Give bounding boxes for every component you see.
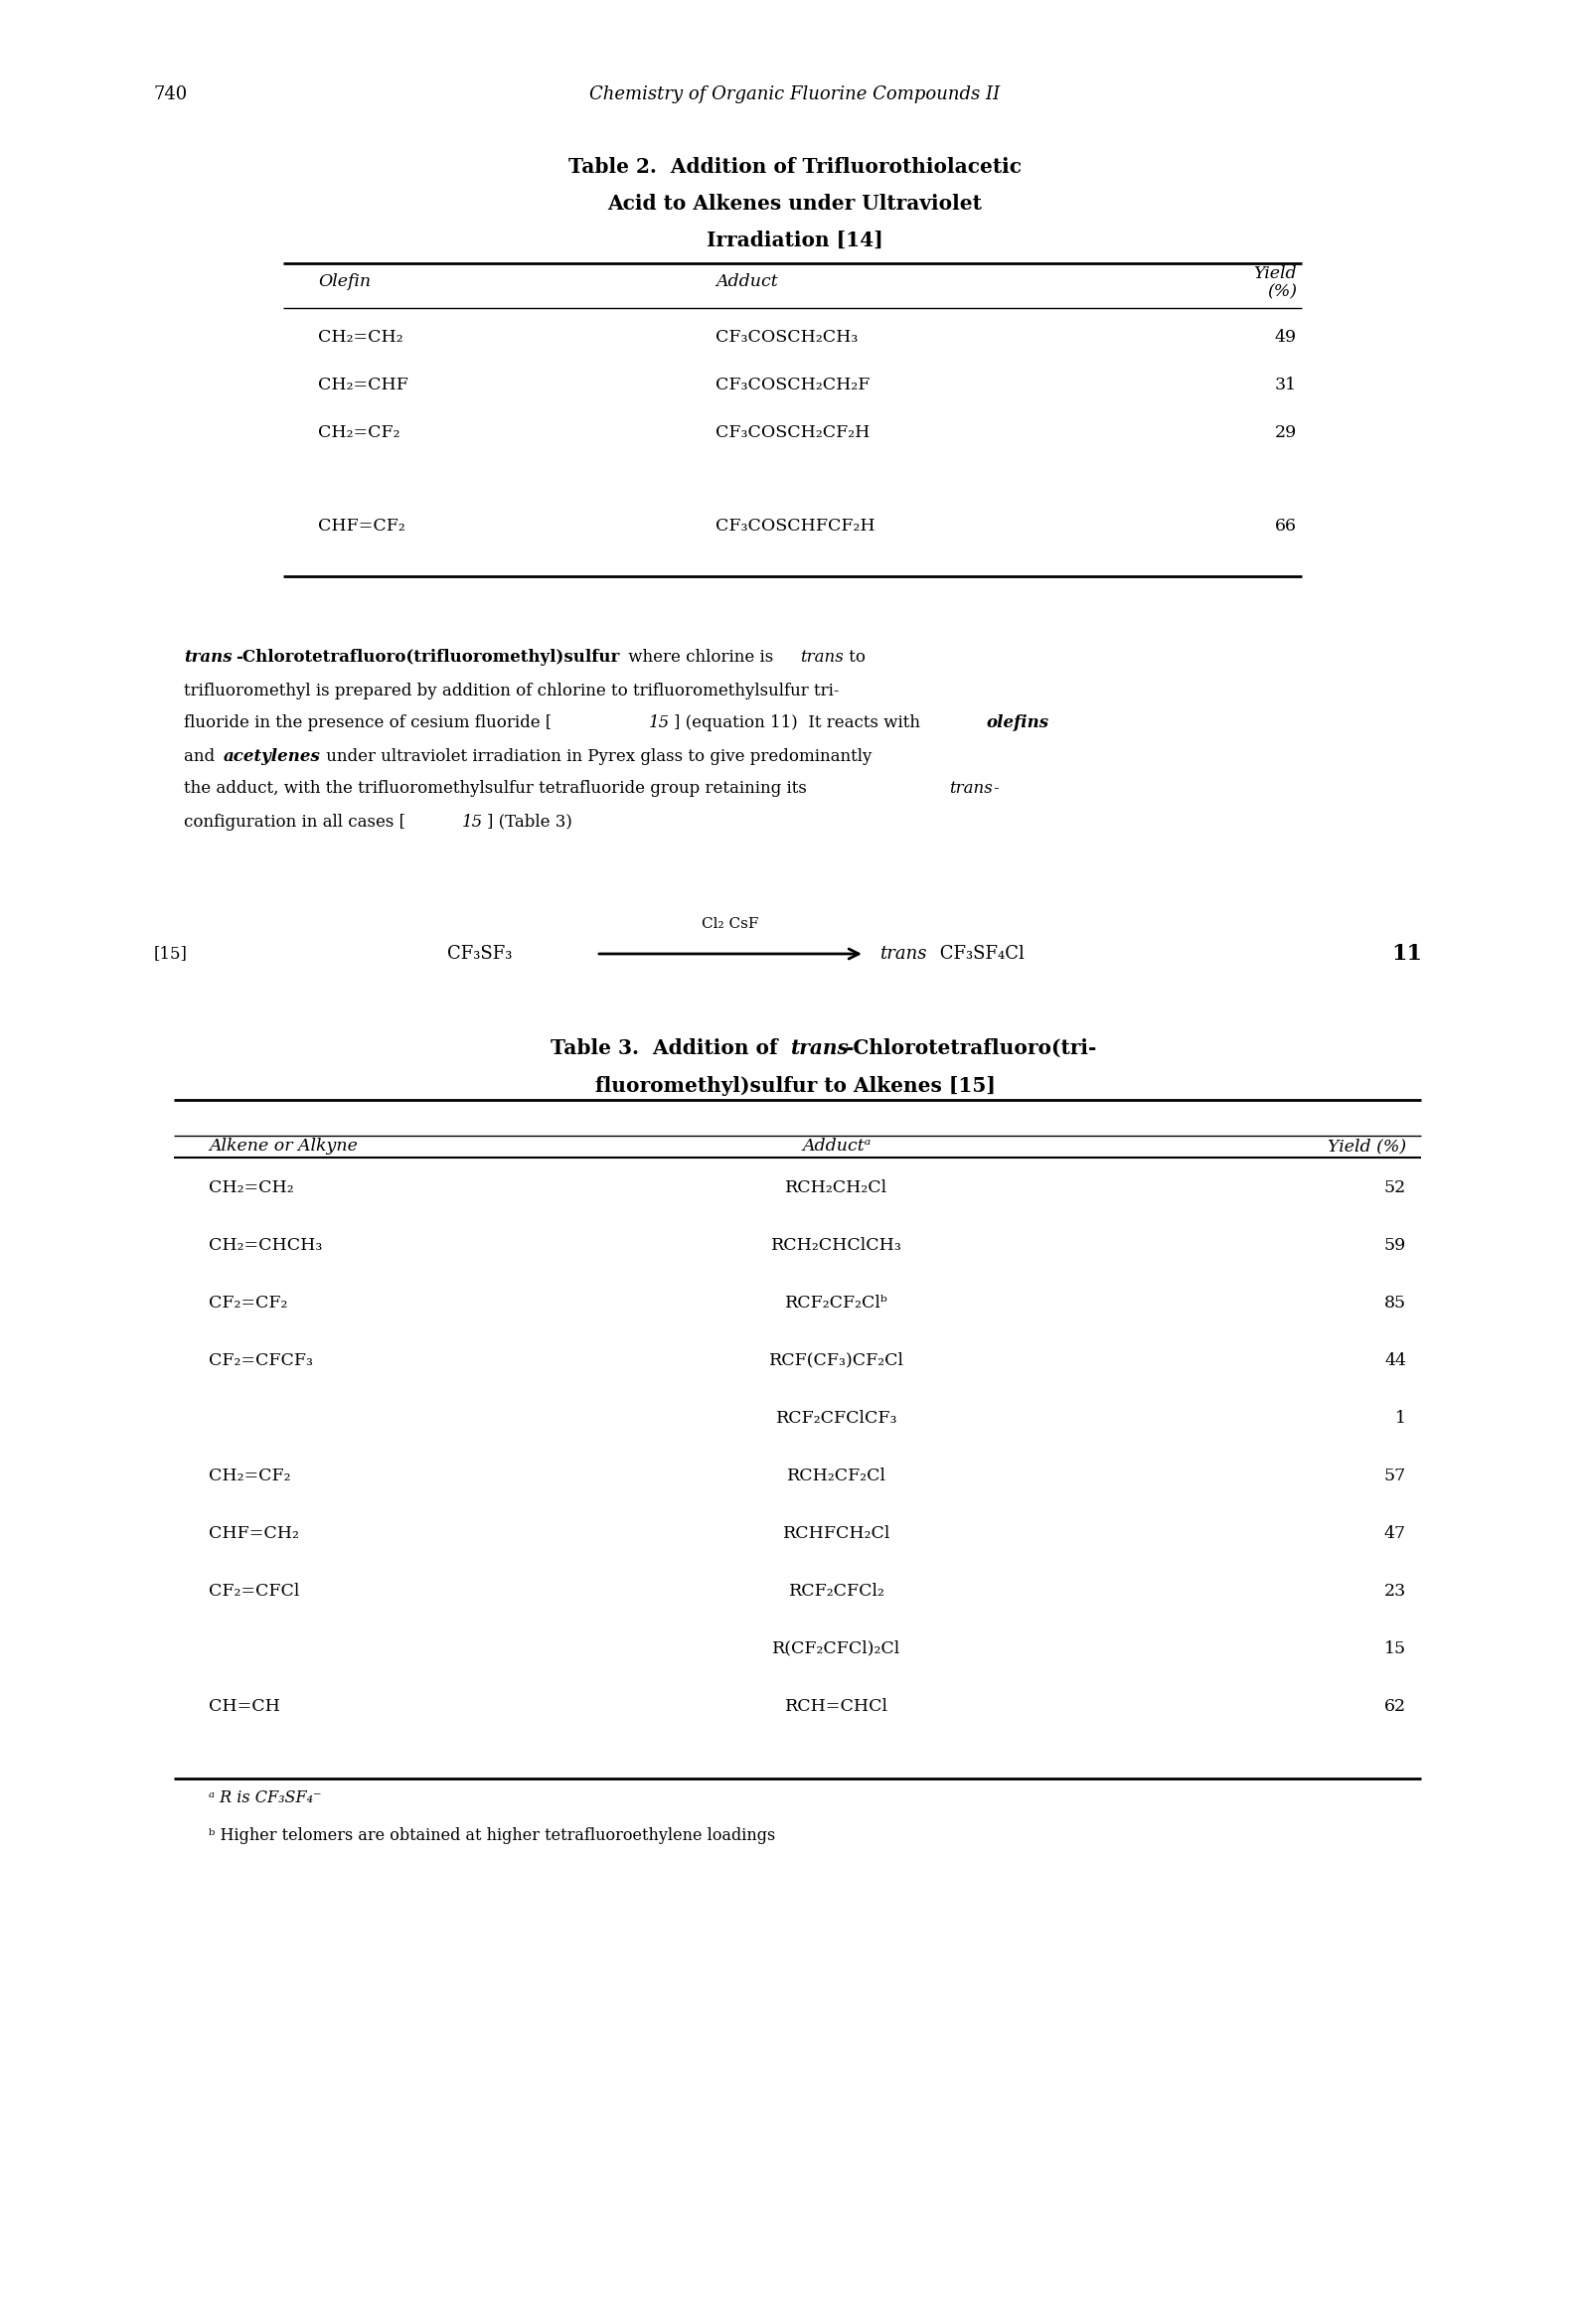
Text: CH₂=CH₂: CH₂=CH₂ [208, 1178, 294, 1197]
Text: to: to [844, 648, 866, 667]
Text: 740: 740 [154, 86, 188, 102]
Text: trans: trans [799, 648, 844, 667]
Text: RCF₂CFClCF₃: RCF₂CFClCF₃ [775, 1408, 898, 1427]
Text: CF₃COSCH₂CH₃: CF₃COSCH₂CH₃ [715, 330, 858, 346]
Text: ] (equation 11)  It reacts with: ] (equation 11) It reacts with [674, 716, 925, 732]
Text: the adduct, with the trifluoromethylsulfur tetrafluoride group retaining its: the adduct, with the trifluoromethylsulf… [184, 781, 812, 797]
Text: where chlorine is: where chlorine is [623, 648, 779, 667]
Text: (%): (%) [1266, 284, 1297, 300]
Text: CHF=CF₂: CHF=CF₂ [318, 518, 405, 535]
Text: 15: 15 [648, 716, 671, 732]
Text: Yield (%): Yield (%) [1327, 1139, 1406, 1155]
Text: olefins: olefins [985, 716, 1049, 732]
Text: CF₂=CFCl: CF₂=CFCl [208, 1583, 299, 1599]
Text: 1: 1 [1395, 1408, 1406, 1427]
Text: CH₂=CH₂: CH₂=CH₂ [318, 330, 404, 346]
Text: 11: 11 [1392, 944, 1422, 964]
Text: CF₃SF₃: CF₃SF₃ [447, 946, 512, 962]
Text: Chemistry of Organic Fluorine Compounds II: Chemistry of Organic Fluorine Compounds … [590, 86, 1001, 102]
Text: ᵇ Higher telomers are obtained at higher tetrafluoroethylene loadings: ᵇ Higher telomers are obtained at higher… [208, 1827, 775, 1845]
Text: CHF=CH₂: CHF=CH₂ [208, 1525, 299, 1541]
Text: Olefin: Olefin [318, 274, 370, 290]
Text: 52: 52 [1384, 1178, 1406, 1197]
Text: CH=CH: CH=CH [208, 1697, 280, 1715]
Text: 85: 85 [1384, 1294, 1406, 1311]
Text: [15]: [15] [154, 946, 188, 962]
Text: ] (Table 3): ] (Table 3) [486, 813, 572, 830]
Text: fluoride in the presence of cesium fluoride [: fluoride in the presence of cesium fluor… [184, 716, 551, 732]
Text: CH₂=CF₂: CH₂=CF₂ [318, 425, 400, 442]
Text: 15: 15 [1384, 1641, 1406, 1657]
Text: Cl₂ CsF: Cl₂ CsF [702, 918, 760, 932]
Text: -Chlorotetrafluoro(trifluoromethyl)sulfur: -Chlorotetrafluoro(trifluoromethyl)sulfu… [235, 648, 620, 667]
Text: Irradiation [14]: Irradiation [14] [707, 230, 883, 251]
Text: 29: 29 [1274, 425, 1297, 442]
Text: RCH₂CH₂Cl: RCH₂CH₂Cl [785, 1178, 888, 1197]
Text: CH₂=CHF: CH₂=CHF [318, 376, 408, 395]
Text: -: - [993, 781, 998, 797]
Text: Yield: Yield [1254, 265, 1297, 284]
Text: Alkene or Alkyne: Alkene or Alkyne [208, 1139, 358, 1155]
Text: 57: 57 [1384, 1466, 1406, 1485]
Text: trans: trans [184, 648, 232, 667]
Text: 47: 47 [1384, 1525, 1406, 1541]
Text: CF₂=CFCF₃: CF₂=CFCF₃ [208, 1353, 313, 1369]
Text: Adduct: Adduct [715, 274, 779, 290]
Text: fluoromethyl)sulfur to Alkenes [15]: fluoromethyl)sulfur to Alkenes [15] [594, 1076, 995, 1097]
Text: RCHFCH₂Cl: RCHFCH₂Cl [783, 1525, 890, 1541]
Text: -Chlorotetrafluoro(tri-: -Chlorotetrafluoro(tri- [845, 1039, 1098, 1057]
Text: acetylenes: acetylenes [224, 748, 321, 765]
Text: RCF₂CFCl₂: RCF₂CFCl₂ [788, 1583, 885, 1599]
Text: configuration in all cases [: configuration in all cases [ [184, 813, 405, 830]
Text: RCH₂CF₂Cl: RCH₂CF₂Cl [787, 1466, 887, 1485]
Text: trans: trans [949, 781, 993, 797]
Text: Table 2.  Addition of Trifluorothiolacetic: Table 2. Addition of Trifluorothiolaceti… [569, 158, 1022, 177]
Text: trans: trans [879, 946, 926, 962]
Text: CH₂=CHCH₃: CH₂=CHCH₃ [208, 1236, 323, 1253]
Text: under ultraviolet irradiation in Pyrex glass to give predominantly: under ultraviolet irradiation in Pyrex g… [321, 748, 872, 765]
Text: trans: trans [790, 1039, 849, 1057]
Text: RCF(CF₃)CF₂Cl: RCF(CF₃)CF₂Cl [769, 1353, 904, 1369]
Text: 31: 31 [1274, 376, 1297, 395]
Text: RCH=CHCl: RCH=CHCl [785, 1697, 888, 1715]
Text: RCH₂CHClCH₃: RCH₂CHClCH₃ [771, 1236, 903, 1253]
Text: Adductᵃ: Adductᵃ [802, 1139, 871, 1155]
Text: 59: 59 [1384, 1236, 1406, 1253]
Text: 23: 23 [1384, 1583, 1406, 1599]
Text: CF₃COSCH₂CF₂H: CF₃COSCH₂CF₂H [715, 425, 869, 442]
Text: CH₂=CF₂: CH₂=CF₂ [208, 1466, 291, 1485]
Text: and: and [184, 748, 219, 765]
Text: ᵃ R is CF₃SF₄⁻: ᵃ R is CF₃SF₄⁻ [208, 1789, 321, 1806]
Text: 66: 66 [1274, 518, 1297, 535]
Text: CF₃COSCH₂CH₂F: CF₃COSCH₂CH₂F [715, 376, 869, 395]
Text: RCF₂CF₂Clᵇ: RCF₂CF₂Clᵇ [785, 1294, 888, 1311]
Text: CF₃SF₄Cl: CF₃SF₄Cl [934, 946, 1025, 962]
Text: trifluoromethyl is prepared by addition of chlorine to trifluoromethylsulfur tri: trifluoromethyl is prepared by addition … [184, 683, 839, 700]
Text: 44: 44 [1384, 1353, 1406, 1369]
Text: R(CF₂CFCl)₂Cl: R(CF₂CFCl)₂Cl [772, 1641, 901, 1657]
Text: 49: 49 [1274, 330, 1297, 346]
Text: Table 3.  Addition of: Table 3. Addition of [551, 1039, 785, 1057]
Text: 15: 15 [462, 813, 483, 830]
Text: CF₃COSCHFCF₂H: CF₃COSCHFCF₂H [715, 518, 876, 535]
Text: Acid to Alkenes under Ultraviolet: Acid to Alkenes under Ultraviolet [607, 193, 982, 214]
Text: CF₂=CF₂: CF₂=CF₂ [208, 1294, 288, 1311]
Text: 62: 62 [1384, 1697, 1406, 1715]
